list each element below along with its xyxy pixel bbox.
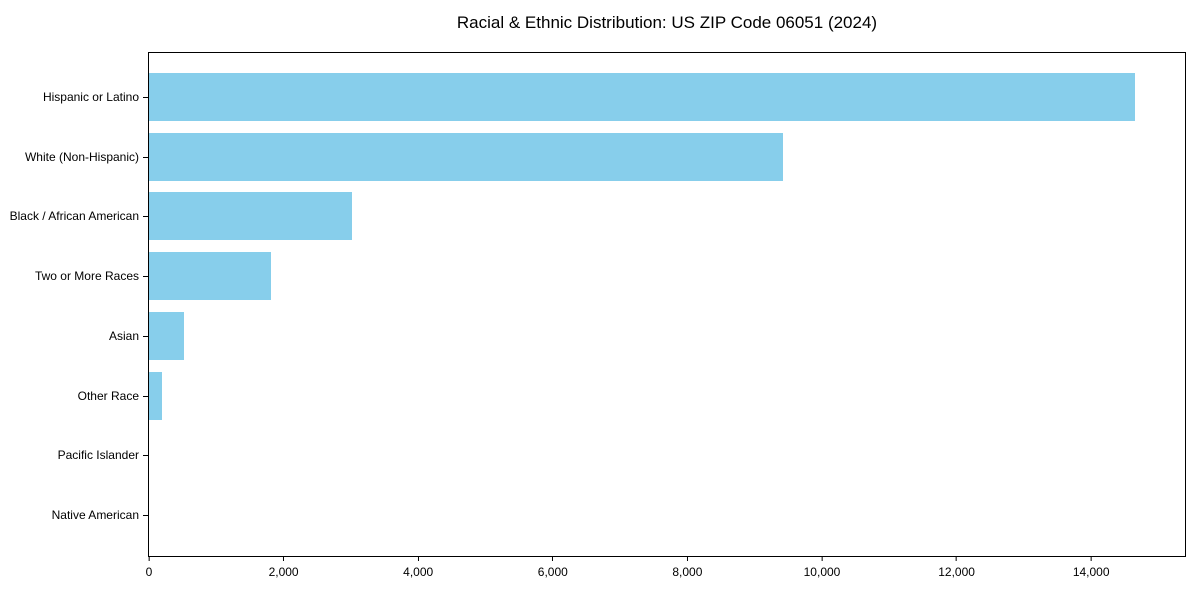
x-tick-mark (686, 557, 688, 561)
x-tick-label: 14,000 (1072, 565, 1110, 579)
y-axis-label: Hispanic or Latino (42, 89, 139, 104)
x-tick-label: 0 (145, 565, 153, 579)
x-tick-mark (417, 557, 419, 561)
y-tick-mark (143, 96, 148, 98)
x-tick: 6,000 (538, 557, 568, 579)
category-row: Native American (52, 485, 1185, 545)
y-axis-label: White (Non-Hispanic) (24, 149, 139, 164)
x-tick: 4,000 (403, 557, 433, 579)
x-tick-mark (1090, 557, 1092, 561)
y-axis-label: Native American (51, 508, 139, 523)
x-tick-mark (821, 557, 823, 561)
x-tick-label: 4,000 (403, 565, 434, 579)
x-tick-label: 10,000 (803, 565, 841, 579)
x-tick: 12,000 (938, 557, 975, 579)
chart-title: Racial & Ethnic Distribution: US ZIP Cod… (456, 13, 878, 32)
x-tick-label: 2,000 (268, 565, 299, 579)
x-tick-mark (956, 557, 958, 561)
y-tick-mark (143, 216, 148, 218)
y-axis-label: Pacific Islander (57, 448, 139, 463)
category-row: White (Non-Hispanic) (25, 127, 1185, 187)
y-axis-label: Other Race (77, 388, 139, 403)
category-row: Black / African American (10, 187, 1185, 247)
category-row: Asian (109, 306, 1185, 366)
x-tick: 14,000 (1073, 557, 1110, 579)
y-axis-label: Asian (108, 328, 139, 343)
x-tick: 2,000 (269, 557, 299, 579)
y-tick-mark (143, 515, 148, 517)
x-tick: 0 (145, 557, 153, 579)
bar (149, 311, 184, 360)
y-tick-mark (143, 276, 148, 278)
y-axis-label: Two or More Races (34, 269, 139, 284)
y-axis-label: Black / African American (9, 209, 139, 224)
x-tick: 8,000 (672, 557, 702, 579)
y-tick-mark (143, 455, 148, 457)
x-tick-mark (552, 557, 554, 561)
category-row: Other Race (78, 366, 1185, 426)
x-axis-ticks: 0 2,000 4,000 6,000 8,000 10,000 12,000 14,000 (145, 556, 1185, 586)
plot-area: Hispanic or Latino White (Non-Hispanic) Bl… (10, 52, 1186, 579)
bar (149, 192, 352, 241)
y-tick-mark (143, 335, 148, 337)
x-tick-mark (283, 557, 285, 561)
x-tick-label: 6,000 (537, 565, 568, 579)
bar (149, 72, 1135, 121)
y-tick-mark (143, 395, 148, 397)
bar (149, 371, 162, 420)
x-tick: 10,000 (803, 557, 841, 579)
x-tick-mark (148, 557, 150, 561)
x-tick-label: 8,000 (672, 565, 703, 579)
category-row: Pacific Islander (58, 426, 1185, 486)
category-row: Hispanic or Latino (43, 67, 1185, 127)
bar (149, 252, 272, 301)
category-row: Two or More Races (35, 246, 1185, 306)
bar-rows-container: Hispanic or Latino White (Non-Hispanic) Bl… (10, 53, 1185, 556)
y-tick-mark (143, 156, 148, 158)
x-tick-label: 12,000 (938, 565, 975, 579)
bar (149, 132, 783, 181)
